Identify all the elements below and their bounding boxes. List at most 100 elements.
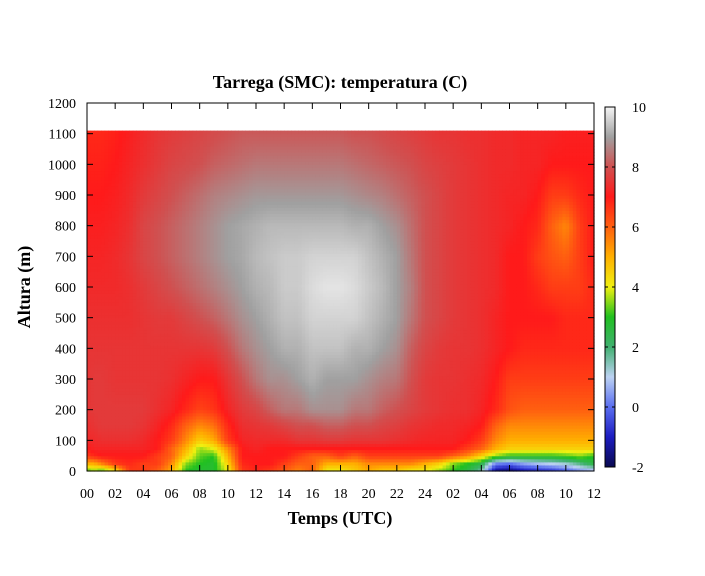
heatmap-cell xyxy=(115,323,120,328)
heatmap-cell xyxy=(132,234,137,239)
heatmap-cell xyxy=(101,185,106,190)
heatmap-cell xyxy=(94,161,99,165)
heatmap-cell xyxy=(160,191,166,196)
heatmap-cell xyxy=(94,158,99,162)
heatmap-cell xyxy=(104,302,109,306)
heatmap-cell xyxy=(108,409,113,414)
heatmap-cell xyxy=(146,354,151,359)
heatmap-cell xyxy=(90,145,95,150)
heatmap-cell xyxy=(111,195,116,199)
heatmap-cell xyxy=(150,333,155,337)
heatmap-cell xyxy=(157,188,162,193)
heatmap-cell xyxy=(129,452,134,457)
heatmap-cell xyxy=(129,369,134,374)
heatmap-cell xyxy=(160,234,166,239)
heatmap-cell xyxy=(160,133,166,138)
heatmap-cell xyxy=(108,443,113,448)
heatmap-cell xyxy=(97,237,102,242)
heatmap-cell xyxy=(87,219,92,224)
heatmap-cell xyxy=(104,428,109,432)
heatmap-cell xyxy=(150,323,155,328)
heatmap-cell xyxy=(129,339,134,343)
heatmap-cell xyxy=(160,354,166,359)
heatmap-cell xyxy=(111,333,116,337)
heatmap-cell xyxy=(160,434,166,438)
heatmap-cell xyxy=(143,302,148,306)
heatmap-cell xyxy=(160,155,166,159)
heatmap-cell xyxy=(160,375,166,380)
heatmap-cell xyxy=(132,412,137,417)
heatmap-cell xyxy=(87,449,92,454)
heatmap-cell xyxy=(160,326,166,331)
heatmap-cell xyxy=(111,179,116,184)
heatmap-cell xyxy=(146,421,151,426)
heatmap-cell xyxy=(104,363,109,368)
heatmap-cell xyxy=(157,385,162,389)
heatmap-cell xyxy=(87,391,92,395)
heatmap-cell xyxy=(104,425,109,429)
heatmap-cell xyxy=(115,204,120,208)
heatmap-cell xyxy=(146,191,151,196)
heatmap-cell xyxy=(87,339,92,343)
heatmap-cell xyxy=(199,130,204,135)
heatmap-cell xyxy=(115,434,120,438)
heatmap-cell xyxy=(146,431,151,435)
heatmap-cell xyxy=(122,336,127,340)
heatmap-cell xyxy=(125,461,130,466)
heatmap-cell xyxy=(108,425,113,429)
heatmap-cell xyxy=(132,195,137,199)
heatmap-cell xyxy=(111,336,116,340)
heatmap-cell xyxy=(90,385,95,389)
heatmap-cell xyxy=(87,204,92,208)
heatmap-cell xyxy=(129,130,134,135)
heatmap-cell xyxy=(94,379,99,383)
heatmap-cell xyxy=(153,161,159,165)
heatmap-cell xyxy=(118,329,123,334)
heatmap-cell xyxy=(136,204,141,208)
heatmap-cell xyxy=(104,204,109,208)
heatmap-cell xyxy=(118,326,123,331)
heatmap-cell xyxy=(94,290,99,294)
heatmap-cell xyxy=(125,434,130,438)
heatmap-cell xyxy=(104,133,109,138)
heatmap-cell xyxy=(118,428,123,432)
heatmap-cell xyxy=(150,179,155,184)
heatmap-cell xyxy=(87,277,92,282)
heatmap-cell xyxy=(129,290,134,294)
heatmap-cell xyxy=(90,234,95,239)
heatmap-cell xyxy=(101,133,106,138)
heatmap-cell xyxy=(108,259,113,264)
heatmap-cell xyxy=(136,234,141,239)
heatmap-cell xyxy=(87,287,92,291)
heatmap-cell xyxy=(146,250,151,254)
heatmap-cell xyxy=(132,262,137,267)
heatmap-cell xyxy=(160,317,166,322)
heatmap-cell xyxy=(164,339,169,343)
heatmap-cell xyxy=(90,467,95,472)
heatmap-cell xyxy=(111,437,116,441)
heatmap-cell xyxy=(118,158,123,162)
heatmap-cell xyxy=(160,167,166,172)
heatmap-cell xyxy=(122,397,127,402)
heatmap-cell xyxy=(129,262,134,267)
heatmap-cell xyxy=(115,458,120,463)
heatmap-cell xyxy=(122,222,127,227)
heatmap-cell xyxy=(132,434,137,438)
heatmap-cell xyxy=(101,170,106,175)
heatmap-cell xyxy=(132,210,137,214)
heatmap-cell xyxy=(143,431,148,435)
heatmap-cell xyxy=(157,437,162,441)
heatmap-cell xyxy=(111,188,116,193)
heatmap-cell xyxy=(111,449,116,454)
heatmap-cell xyxy=(104,431,109,435)
heatmap-cell xyxy=(136,421,141,426)
heatmap-cell xyxy=(125,130,130,135)
heatmap-cell xyxy=(101,425,106,429)
heatmap-cell xyxy=(153,314,159,319)
heatmap-cell xyxy=(104,283,109,288)
heatmap-cell xyxy=(122,290,127,294)
heatmap-cell xyxy=(94,185,99,190)
heatmap-cell xyxy=(146,375,151,380)
heatmap-cell xyxy=(129,382,134,386)
heatmap-cell xyxy=(160,287,166,291)
